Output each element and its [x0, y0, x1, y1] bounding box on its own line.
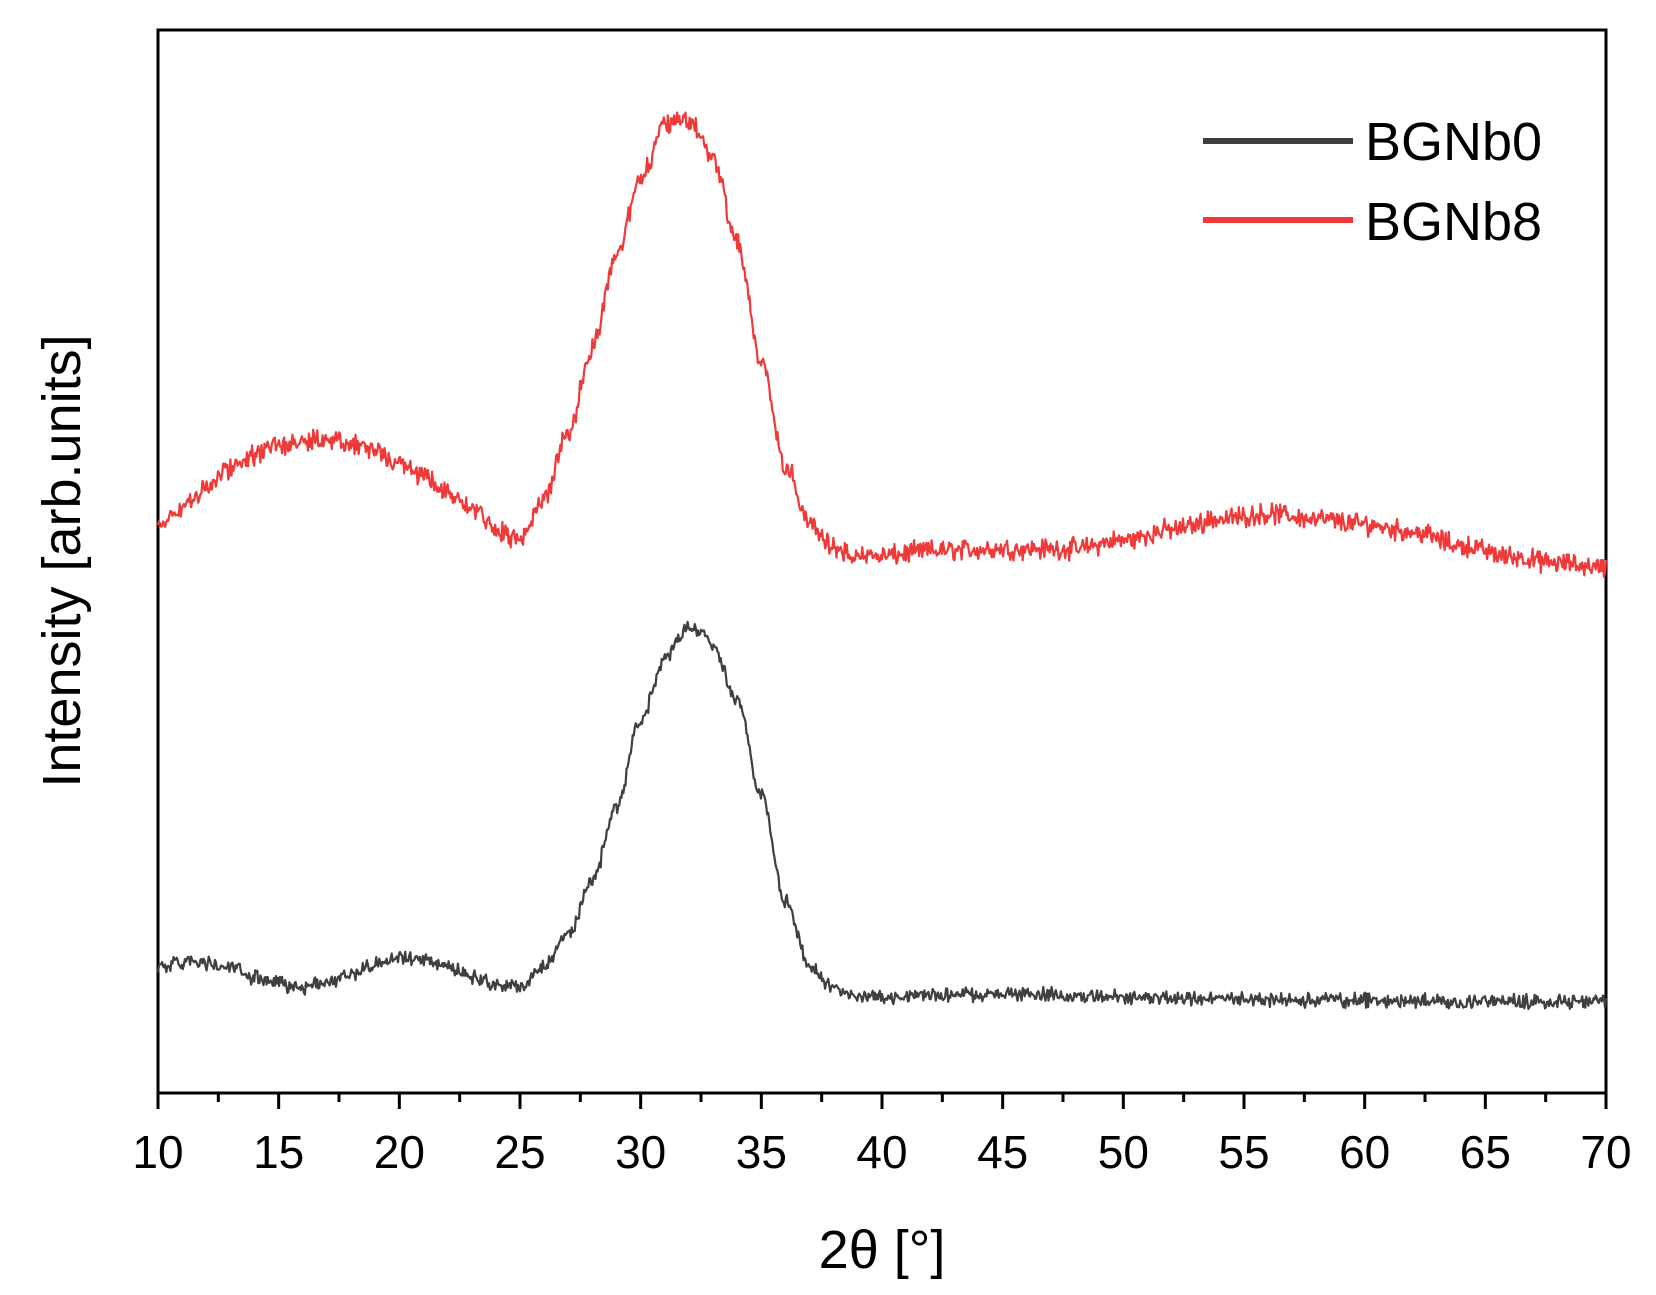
x-axis-ticks: 10 15 20 25 30 35 40 45 50 55 60 65 70 — [132, 1093, 1632, 1178]
plot-frame — [156, 28, 1608, 1095]
x-tick-label: 35 — [736, 1126, 787, 1178]
x-tick-label: 65 — [1460, 1126, 1511, 1178]
x-axis-title: 2θ [°] — [819, 1220, 946, 1280]
x-tick-label: 20 — [374, 1126, 425, 1178]
x-tick-label: 15 — [253, 1126, 304, 1178]
x-tick-label: 10 — [132, 1126, 183, 1178]
x-tick-label: 55 — [1218, 1126, 1269, 1178]
series-line-bgnb0 — [156, 620, 1608, 1010]
x-tick-label: 70 — [1580, 1126, 1631, 1178]
x-tick-label: 30 — [615, 1126, 666, 1178]
legend-label-bgnb8: BGNb8 — [1365, 192, 1542, 252]
series-layer — [156, 111, 1608, 1010]
series-line-bgnb8 — [156, 111, 1608, 578]
legend: BGNb0 BGNb8 — [1203, 112, 1542, 252]
y-axis-title: Intensity [arb.units] — [32, 334, 92, 787]
x-tick-label: 60 — [1339, 1126, 1390, 1178]
x-tick-label: 50 — [1098, 1126, 1149, 1178]
x-tick-label: 40 — [856, 1126, 907, 1178]
x-tick-label: 45 — [977, 1126, 1028, 1178]
legend-label-bgnb0: BGNb0 — [1365, 112, 1542, 172]
x-tick-label: 25 — [494, 1126, 545, 1178]
